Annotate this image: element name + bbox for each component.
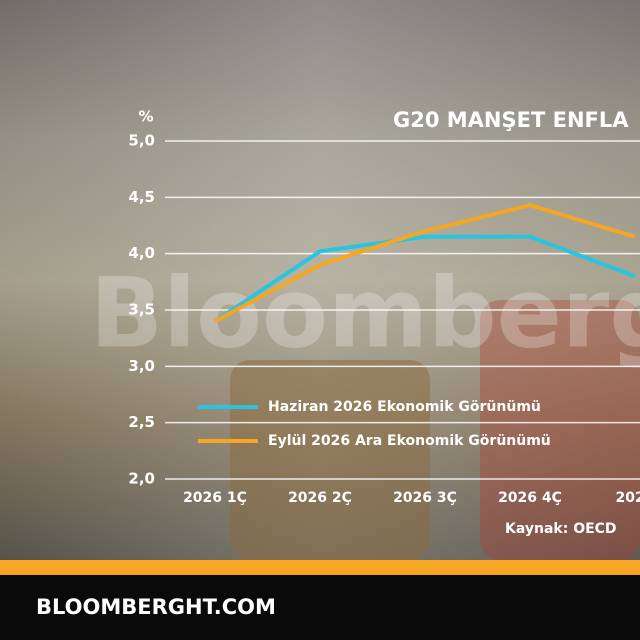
x-tick-label: 2026 3Ç [393,490,457,506]
y-tick-label: 3,5 [128,301,155,319]
x-tick-label: 2026 1Ç [183,490,247,506]
legend-label: Eylül 2026 Ara Ekonomik Görünümü [268,433,551,449]
footer-brand: BLOOMBERGHT.COM [36,595,276,619]
footer-bar [0,575,640,640]
series-line [213,234,636,323]
x-tick-label: 2026 2Ç [288,490,352,506]
bag-shape [230,360,430,560]
series-line [214,203,636,324]
unit-label: % [138,108,153,126]
source: Kaynak: OECD [505,521,617,537]
y-tick-label: 5,0 [128,132,155,150]
watermark: Bloomberg [90,257,640,369]
y-tick-label: 4,0 [128,244,155,262]
y-tick-label: 3,0 [128,357,155,375]
y-tick-label: 4,5 [128,188,155,206]
produce-shape [480,300,640,560]
y-tick-label: 2,0 [128,470,155,488]
y-tick-label: 2,5 [128,413,155,431]
legend-label: Haziran 2026 Ekonomik Görünümü [268,399,541,415]
plot: 2,0 2,5 3,0 3,5 4,0 4,5 5,0 2026 1Ç 2026 2Ç 2026 … [128,132,640,506]
chart-title: G20 MANŞET ENFLA [393,108,629,132]
x-tick-label: 2026 4Ç [498,490,562,506]
footer-stripe [0,560,640,575]
x-tick-label: 2027 [616,490,640,506]
